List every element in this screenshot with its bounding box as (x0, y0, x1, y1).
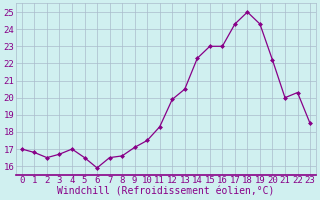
X-axis label: Windchill (Refroidissement éolien,°C): Windchill (Refroidissement éolien,°C) (57, 187, 275, 197)
